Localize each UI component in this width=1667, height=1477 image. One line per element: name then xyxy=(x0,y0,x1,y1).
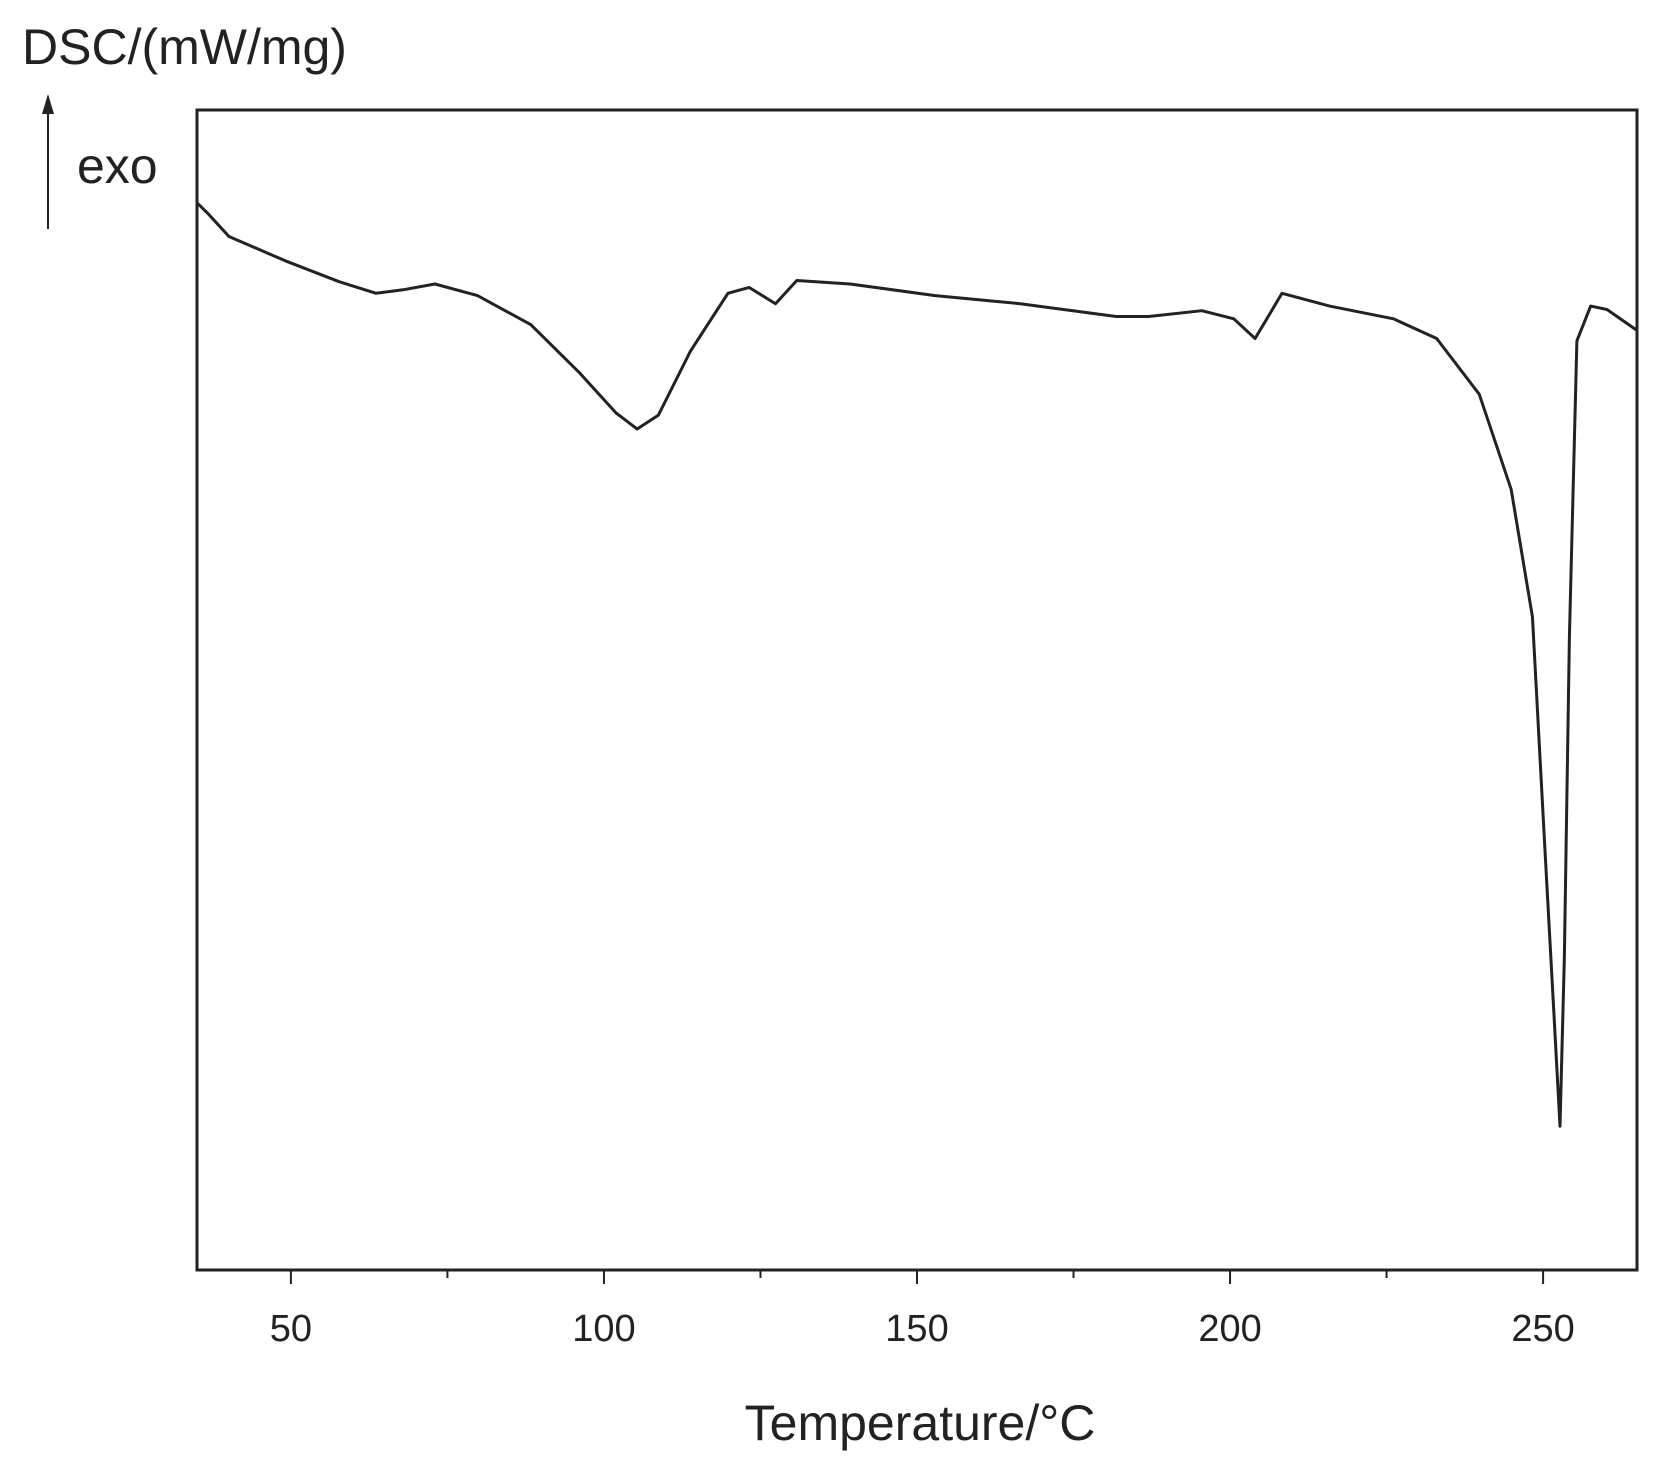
x-tick-label: 50 xyxy=(270,1308,312,1350)
x-tick-label: 100 xyxy=(572,1308,635,1350)
annotation: exo xyxy=(77,138,158,194)
y-axis-label: DSC/(mW/mg) xyxy=(22,19,347,75)
plot-frame xyxy=(195,108,1639,1272)
dsc-curve xyxy=(195,201,1638,1128)
x-tick-label: 250 xyxy=(1511,1308,1574,1350)
exo-arrow-head xyxy=(42,94,54,114)
x-tick-label: 150 xyxy=(885,1308,948,1350)
x-tick-label: 200 xyxy=(1198,1308,1261,1350)
x-axis-label: Temperature/°C xyxy=(745,1395,1096,1451)
